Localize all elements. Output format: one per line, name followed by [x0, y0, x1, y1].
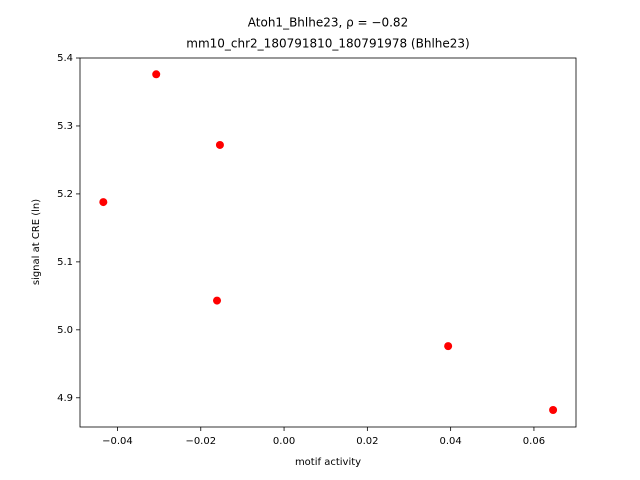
x-tick-label: 0.04 [440, 436, 462, 447]
x-axis-label: motif activity [295, 457, 361, 468]
point [99, 198, 108, 207]
chart-title: Atoh1_Bhlhe23, ρ = −0.82 [248, 16, 408, 30]
plot-frame [79, 57, 577, 428]
x-tick-label: −0.04 [102, 436, 133, 447]
point [152, 70, 161, 79]
point [549, 406, 558, 415]
x-tick-label: 0.02 [356, 436, 378, 447]
x-tick-label: 0.06 [523, 436, 545, 447]
x-tick-label: 0.00 [273, 436, 295, 447]
point [444, 342, 453, 351]
y-tick-label: 5.0 [57, 325, 73, 336]
point [215, 140, 224, 149]
x-tick-label: −0.02 [185, 436, 216, 447]
y-tick-label: 5.1 [57, 257, 73, 268]
y-axis-label: signal at CRE (ln) [31, 199, 42, 285]
y-tick-label: 4.9 [57, 393, 73, 404]
y-tick-label: 5.3 [57, 121, 73, 132]
y-tick-label: 5.4 [57, 53, 73, 64]
point [213, 296, 222, 305]
chart-subtitle: mm10_chr2_180791810_180791978 (Bhlhe23) [186, 37, 469, 51]
y-tick-label: 5.2 [57, 189, 73, 200]
